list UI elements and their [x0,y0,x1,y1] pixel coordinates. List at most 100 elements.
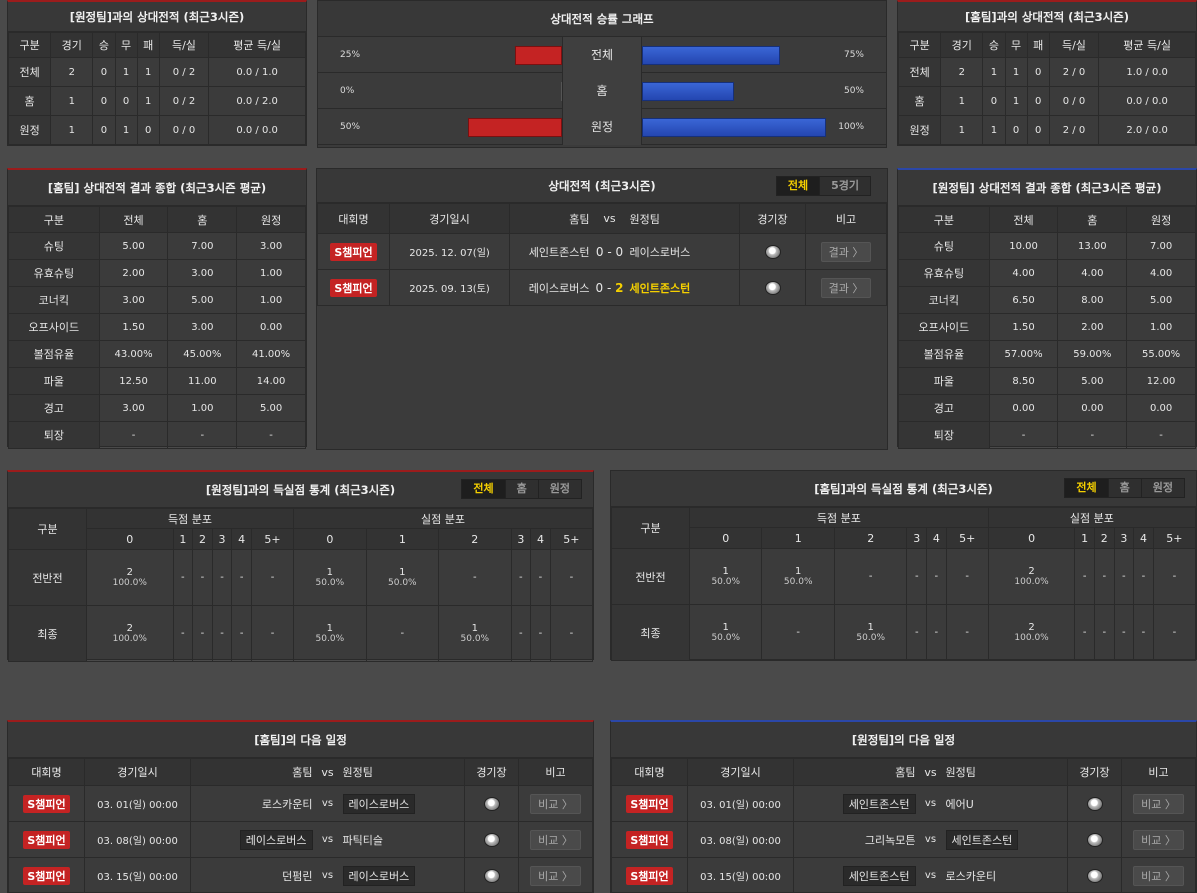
tab-all[interactable]: 전체 [1065,479,1108,497]
home-team[interactable]: 던펌린 [282,869,313,883]
distribution-cell: - [926,548,947,605]
away-team[interactable]: 레이스로버스 [629,233,740,270]
col-header: 패 [136,32,160,58]
percent-value: 100.0% [112,634,147,644]
home-team[interactable]: 세인트존스턴 [842,793,916,814]
percent-value: 100.0% [112,578,147,588]
count-value: - [1082,627,1087,638]
compare-button[interactable]: 비교 〉 [1133,829,1184,850]
tab-home[interactable]: 홈 [1107,479,1141,497]
count-value: - [220,628,224,639]
winrate-graph-title: 상대전적 승률 그래프 [318,1,886,37]
col-header: 전체 [988,206,1059,233]
home-goals-title-text: [홈팀]과의 득실점 통계 (최근3시즌) [814,482,993,496]
distribution-cell: - [231,605,252,662]
count-value: - [934,627,939,638]
count-value: - [538,628,543,639]
distribution-cell: - [231,549,252,606]
stadium-icon [483,868,500,883]
count-value: - [200,572,205,583]
compare-button[interactable]: 비교 〉 [530,865,581,886]
compare-button[interactable]: 비교 〉 [530,829,581,850]
count-value: - [519,572,523,583]
table-row: S챔피언 2025. 09. 13(토) 레이스로버스 0 - 2 세인트존스턴… [317,269,887,306]
tab-five-games[interactable]: 5경기 [819,177,870,195]
compare-button[interactable]: 비교 〉 [1133,793,1184,814]
col-header: 무 [1004,32,1028,58]
away-team[interactable]: 에어U [945,797,974,811]
compare-button[interactable]: 비교 〉 [530,793,581,814]
tab-all[interactable]: 전체 [776,177,820,195]
distribution-cell: 1 50.0% [688,604,763,661]
match-date: 03. 01(일) 00:00 [84,785,191,822]
h2h-matches-table: 대회명 경기일시 홈팀 vs 원정팀 경기장 비고 S챔피언 2025. 12.… [317,203,887,306]
goal-count-header: 0 [86,528,174,550]
goal-count-header: 5+ [945,527,989,549]
count-value: - [1122,571,1126,582]
away-team[interactable]: 파틱티슬 [342,833,383,847]
table-row: S챔피언 03. 08(일) 00:00 그리녹모튼 vs 세인트존스턴 비교 〉 [611,821,1196,858]
home-team[interactable]: 그리녹모튼 [864,833,916,847]
col-header: 경기 [50,32,94,58]
goal-count-header: 3 [906,527,928,549]
compare-button[interactable]: 비교 〉 [1133,865,1184,886]
home-team[interactable]: 세인트존스턴 [509,233,590,270]
count-value: - [519,628,523,639]
goal-count-header: 0 [987,527,1076,549]
home-team[interactable]: 세인트존스턴 [842,865,916,886]
away-team[interactable]: 세인트존스턴 [629,269,740,306]
away-summary-panel: [원정팀] 상대전적 결과 종합 (최근3시즌 평균) 구분 전체 홈 원정 슈팅 10.… [897,168,1197,449]
away-team[interactable]: 세인트존스턴 [945,829,1019,850]
home-team[interactable]: 레이스로버스 [509,269,590,306]
distribution-cell: - [192,549,213,606]
tab-away[interactable]: 원정 [1140,479,1184,497]
home-team[interactable]: 레이스로버스 [239,829,313,850]
table-row: 경고 3.00 1.00 5.00 [8,394,306,422]
percent-value: 50.0% [315,634,345,644]
result-button[interactable]: 결과 〉 [820,277,872,298]
away-team[interactable]: 레이스로버스 [342,865,416,886]
goal-count-header: 3 [510,528,532,550]
col-header: 경기장 [464,758,519,786]
col-header: 승 [982,32,1006,58]
match-date: 03. 15(일) 00:00 [687,857,794,893]
count-value: - [934,571,939,582]
col-header: 득/실 [158,32,210,58]
graph-row-label: 전체 [562,37,642,73]
result-button[interactable]: 결과 〉 [820,241,872,262]
table-row: 슈팅 5.00 7.00 3.00 [8,232,306,260]
vs-label: vs [312,785,343,822]
goal-count-header: 4 [1133,527,1154,549]
away-h2h-table: 구분 경기 승 무 패 득/실 평균 득/실 전체 2 0 1 1 0 / 2 0.0 / … [7,32,306,145]
home-summary-title: [홈팀] 상대전적 결과 종합 (최근3시즌 평균) [8,170,306,206]
home-goals-table: 구분 득점 분포 실점 분포 0 1 2 3 4 5+ 0 1 2 3 4 5+ 전반전 1 50.0% 1 50.0… [611,507,1197,661]
away-team[interactable]: 레이스로버스 [342,793,416,814]
table-row: S챔피언 03. 01(일) 00:00 로스카운티 vs 레이스로버스 비교 〉 [8,785,593,822]
col-header: 대회명 [611,758,688,786]
goal-count-header: 4 [530,528,551,550]
vs-label: vs [915,785,946,822]
graph-row-label: 원정 [562,109,642,145]
away-winrate-label: 75% [843,50,864,60]
score-separator: - [606,280,612,295]
table-row: 퇴장 - - - [8,421,306,449]
tab-all[interactable]: 전체 [462,480,505,498]
count-value: - [796,627,801,638]
table-row: 전체 2 1 1 0 2 / 0 1.0 / 0.0 [897,57,1196,87]
home-team[interactable]: 로스카운티 [261,797,313,811]
tab-home[interactable]: 홈 [504,480,538,498]
count-value: - [200,628,205,639]
count-value: - [239,628,244,639]
home-score: 0 [595,244,604,259]
table-row: S챔피언 03. 08(일) 00:00 레이스로버스 vs 파틱티슬 비교 〉 [8,821,593,858]
col-header: 대회명 [8,758,85,786]
away-team[interactable]: 로스카운티 [945,869,997,883]
col-header: 패 [1026,32,1050,58]
col-header: 원정팀 [945,758,1068,786]
match-score: 0 - 0 [589,233,630,270]
count-value: 1 [399,567,406,578]
tab-away[interactable]: 원정 [537,480,581,498]
percent-value: 50.0% [460,634,490,644]
col-header: vs [915,758,946,786]
